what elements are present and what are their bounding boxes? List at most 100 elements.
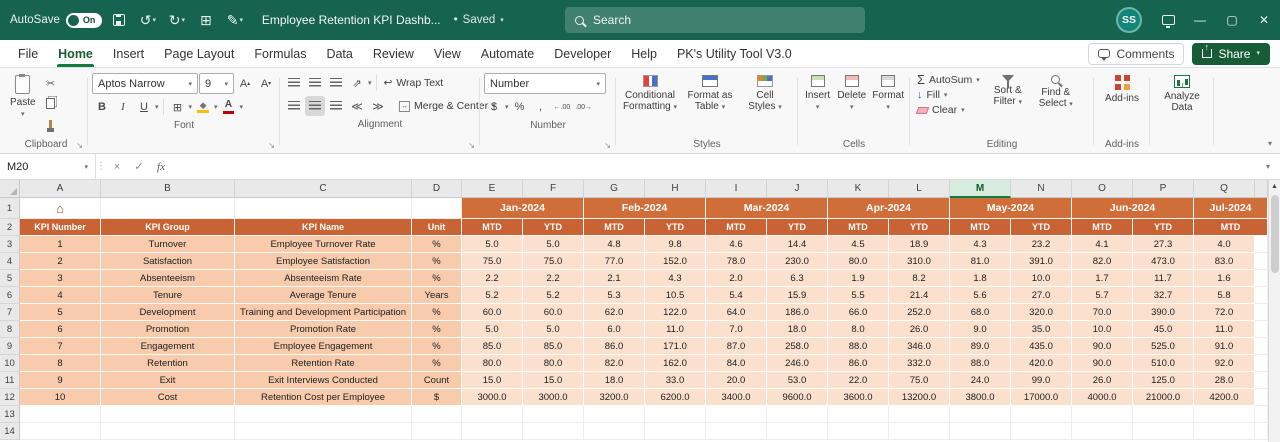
cell[interactable]: Retention [101,355,235,372]
cell[interactable]: Satisfaction [101,253,235,270]
cell[interactable]: 3 [20,270,101,287]
cell[interactable]: 9.0 [950,321,1011,338]
cell[interactable]: 5.4 [706,287,767,304]
cell[interactable]: 171.0 [645,338,706,355]
cell[interactable]: 15.0 [523,372,584,389]
cell[interactable] [412,406,462,423]
row-header-9[interactable]: 9 [0,338,20,355]
chevron-down-icon[interactable]: ▾ [214,104,218,111]
column-header-p[interactable]: P [1133,180,1194,198]
kpi-number-header[interactable]: KPI Number [20,219,101,236]
cell[interactable] [1255,389,1268,406]
cell[interactable] [523,406,584,423]
scrollbar-thumb[interactable] [1270,195,1279,273]
cell[interactable]: 525.0 [1133,338,1194,355]
ytd-header[interactable]: YTD [1011,219,1072,236]
cell[interactable] [889,406,950,423]
cell[interactable]: 5.5 [828,287,889,304]
month-header-4[interactable]: Apr-2024 [828,198,950,219]
cell[interactable]: 84.0 [706,355,767,372]
cell[interactable]: 11.0 [1194,321,1255,338]
cell[interactable] [889,423,950,440]
delete-cells-button[interactable]: Delete ▾ [835,71,868,136]
cell[interactable]: 88.0 [828,338,889,355]
cell[interactable]: 1.9 [828,270,889,287]
cell[interactable] [645,406,706,423]
undo-dropdown-icon[interactable]: ▾ [152,16,156,24]
cell[interactable]: 81.0 [950,253,1011,270]
cell-a1[interactable]: ⌂ [20,198,101,219]
cell[interactable] [235,198,412,219]
row-header-12[interactable]: 12 [0,389,20,406]
cell[interactable]: 125.0 [1133,372,1194,389]
row-header-13[interactable]: 13 [0,406,20,423]
saved-status[interactable]: • Saved ▾ [454,14,504,26]
cell[interactable]: 5.2 [462,287,523,304]
cell[interactable]: 9 [20,372,101,389]
tab-insert[interactable]: Insert [112,46,145,61]
row-header-7[interactable]: 7 [0,304,20,321]
cell[interactable]: 7.0 [706,321,767,338]
cell[interactable]: 3600.0 [828,389,889,406]
cell[interactable]: 77.0 [584,253,645,270]
cell[interactable]: % [412,304,462,321]
cell[interactable] [1255,372,1268,389]
column-header-b[interactable]: B [101,180,235,198]
increase-decimal-icon[interactable]: ←.00 [553,103,571,111]
cell[interactable]: 75.0 [462,253,523,270]
cell[interactable]: 75.0 [889,372,950,389]
row-header-2[interactable]: 2 [0,219,20,236]
fill-color-button[interactable]: ◆ [193,97,213,117]
cell[interactable]: Promotion Rate [235,321,412,338]
cell[interactable]: % [412,321,462,338]
cell[interactable]: 21.4 [889,287,950,304]
kpi-group-header[interactable]: KPI Group [101,219,235,236]
tab-developer[interactable]: Developer [554,46,612,61]
save-button[interactable] [107,7,131,33]
cell[interactable]: 82.0 [584,355,645,372]
cell[interactable]: 86.0 [828,355,889,372]
tab-automate[interactable]: Automate [480,46,535,61]
number-format-select[interactable]: Number ▾ [484,73,606,94]
column-header-a[interactable]: A [20,180,101,198]
cell[interactable]: 14.4 [767,236,828,253]
cell[interactable]: 85.0 [462,338,523,355]
cell[interactable] [462,406,523,423]
cell[interactable]: Years [412,287,462,304]
cell[interactable]: Absenteeism [101,270,235,287]
cell[interactable] [1255,338,1268,355]
cell[interactable] [706,423,767,440]
autosave-toggle[interactable]: AutoSave On [10,12,102,28]
cell[interactable] [20,406,101,423]
cell[interactable]: 70.0 [1072,304,1133,321]
chevron-down-icon[interactable]: ▾ [84,163,88,171]
ytd-header[interactable]: YTD [1133,219,1194,236]
column-header-q[interactable]: Q [1194,180,1255,198]
column-header-l[interactable]: L [889,180,950,198]
cell[interactable]: 68.0 [950,304,1011,321]
ytd-header[interactable]: YTD [523,219,584,236]
cell[interactable]: 4.0 [1194,236,1255,253]
cell[interactable] [1255,304,1268,321]
month-header-3[interactable]: Mar-2024 [706,198,828,219]
cell[interactable]: 27.3 [1133,236,1194,253]
tab-review[interactable]: Review [372,46,414,61]
comma-style-button[interactable]: , [538,101,543,113]
column-header-m[interactable]: M [950,180,1011,198]
format-painter-quick-icon[interactable]: ✎ ▾ [226,11,243,28]
cell[interactable]: 80.0 [828,253,889,270]
cell[interactable]: 8.2 [889,270,950,287]
cell[interactable]: 11.0 [645,321,706,338]
cell[interactable]: 4.1 [1072,236,1133,253]
cell[interactable] [1255,321,1268,338]
cell[interactable]: 90.0 [1072,355,1133,372]
tab-help[interactable]: Help [631,46,657,61]
align-bottom-icon[interactable] [326,73,346,93]
cell[interactable]: Training and Development Participation [235,304,412,321]
cell[interactable]: 5.0 [523,236,584,253]
cell[interactable]: 510.0 [1133,355,1194,372]
italic-button[interactable]: I [121,101,125,113]
cell[interactable] [412,198,462,219]
insert-function-icon[interactable]: fx [157,160,165,173]
cell[interactable] [1133,423,1194,440]
